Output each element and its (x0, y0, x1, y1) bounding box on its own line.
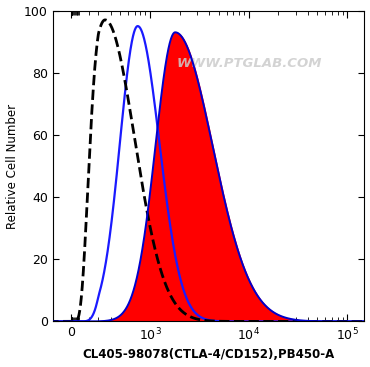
X-axis label: CL405-98078(CTLA-4/CD152),PB450-A: CL405-98078(CTLA-4/CD152),PB450-A (83, 348, 335, 361)
Y-axis label: Relative Cell Number: Relative Cell Number (6, 103, 18, 229)
Text: WWW.PTGLAB.COM: WWW.PTGLAB.COM (176, 57, 322, 70)
